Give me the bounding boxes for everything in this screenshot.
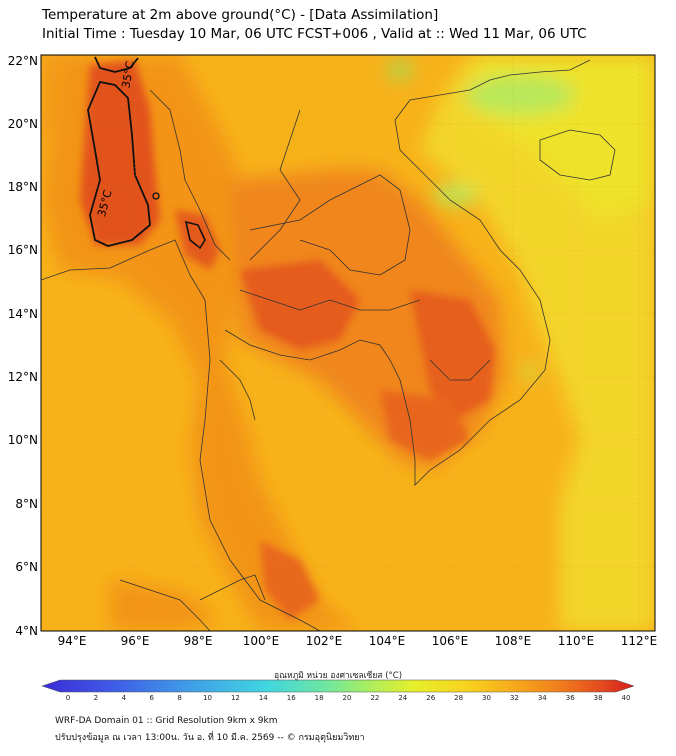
- colorbar-tick-label: 16: [287, 694, 296, 700]
- colorbar-tick-label: 34: [538, 694, 547, 700]
- colorbar-tick-label: 6: [149, 694, 154, 700]
- lat-tick-14: 14°N: [8, 307, 38, 321]
- gridlines: [41, 55, 655, 631]
- lat-tick-18: 18°N: [8, 180, 38, 194]
- colorbar-tick-label: 4: [122, 694, 127, 700]
- colorbar-tick-label: 18: [315, 694, 324, 700]
- map-subtitle: Initial Time : Tuesday 10 Mar, 06 UTC FC…: [42, 26, 587, 42]
- lat-tick-20: 20°N: [8, 117, 38, 131]
- colorbar-tick-label: 20: [343, 694, 352, 700]
- lon-tick-110: 110°E: [558, 634, 595, 648]
- lon-tick-104: 104°E: [369, 634, 406, 648]
- colorbar: 0 2 4 6 8 10 12 14 16 18 20 22 24 26 28 30 32 34 36 38 40: [41, 679, 635, 702]
- map-frame: [40, 54, 656, 632]
- contour-35c-main: [87, 80, 151, 247]
- contour-35c-north: [94, 56, 139, 73]
- colorbar-tick-label: 24: [398, 694, 407, 700]
- lat-tick-12: 12°N: [8, 370, 38, 384]
- colorbar-tick-label: 32: [510, 694, 519, 700]
- lat-tick-22: 22°N: [8, 54, 38, 68]
- map-area: 35°C 35°C 94°E 96°E 98°E 100°E 102°E 104…: [8, 54, 658, 702]
- colorbar-tick-label: 14: [259, 694, 268, 700]
- colorbar-tick-label: 36: [566, 694, 575, 700]
- coastlines: [41, 59, 616, 631]
- footer-model-info: WRF-DA Domain 01 :: Grid Resolution 9km …: [55, 716, 278, 726]
- colorbar-tick-label: 22: [370, 694, 379, 700]
- colorbar-tick-label: 2: [94, 694, 98, 700]
- footer-update-info: ปรับปรุงข้อมูล ณ เวลา 13:00น. วัน อ. ที่…: [55, 733, 365, 743]
- lat-tick-10: 10°N: [8, 433, 38, 447]
- temperature-map: 35°C 35°C 94°E 96°E 98°E 100°E 102°E 104…: [8, 54, 658, 702]
- colorbar-tick-label: 30: [482, 694, 491, 700]
- lon-tick-112: 112°E: [621, 634, 658, 648]
- map-title: Temperature at 2m above ground(°C) - [Da…: [42, 7, 439, 23]
- lat-tick-8: 8°N: [15, 497, 38, 511]
- colorbar-title: อุณหภูมิ หน่วย องศาเซลเซียส (°C): [273, 671, 403, 681]
- lat-tick-16: 16°N: [8, 243, 38, 257]
- colorbar-tick-label: 28: [454, 694, 463, 700]
- colorbar-tick-label: 8: [177, 694, 181, 700]
- lon-tick-106: 106°E: [432, 634, 469, 648]
- colorbar-ticks: 0 2 4 6 8 10 12 14 16 18 20 22 24 26 28 30 32 34 36 38 40: [66, 694, 631, 702]
- colorbar-tick-label: 38: [594, 694, 603, 700]
- lat-tick-4: 4°N: [15, 624, 38, 638]
- contour-label-35c-north: 35°C: [119, 60, 137, 89]
- lat-tick-6: 6°N: [15, 560, 38, 574]
- colorbar-tick-label: 12: [231, 694, 240, 700]
- lon-tick-96: 96°E: [121, 634, 150, 648]
- lon-tick-94: 94°E: [58, 634, 87, 648]
- contour-35c-small: [184, 220, 206, 250]
- colorbar-tick-label: 0: [66, 694, 70, 700]
- lon-tick-98: 98°E: [184, 634, 213, 648]
- lon-tick-100: 100°E: [243, 634, 280, 648]
- colorbar-tick-label: 26: [426, 694, 435, 700]
- colorbar-tick-label: 10: [203, 694, 212, 700]
- lon-tick-108: 108°E: [495, 634, 532, 648]
- lon-tick-102: 102°E: [306, 634, 343, 648]
- temperature-field: [41, 55, 655, 631]
- colorbar-tick-label: 40: [622, 694, 631, 700]
- colorbar-gradient: [41, 679, 635, 693]
